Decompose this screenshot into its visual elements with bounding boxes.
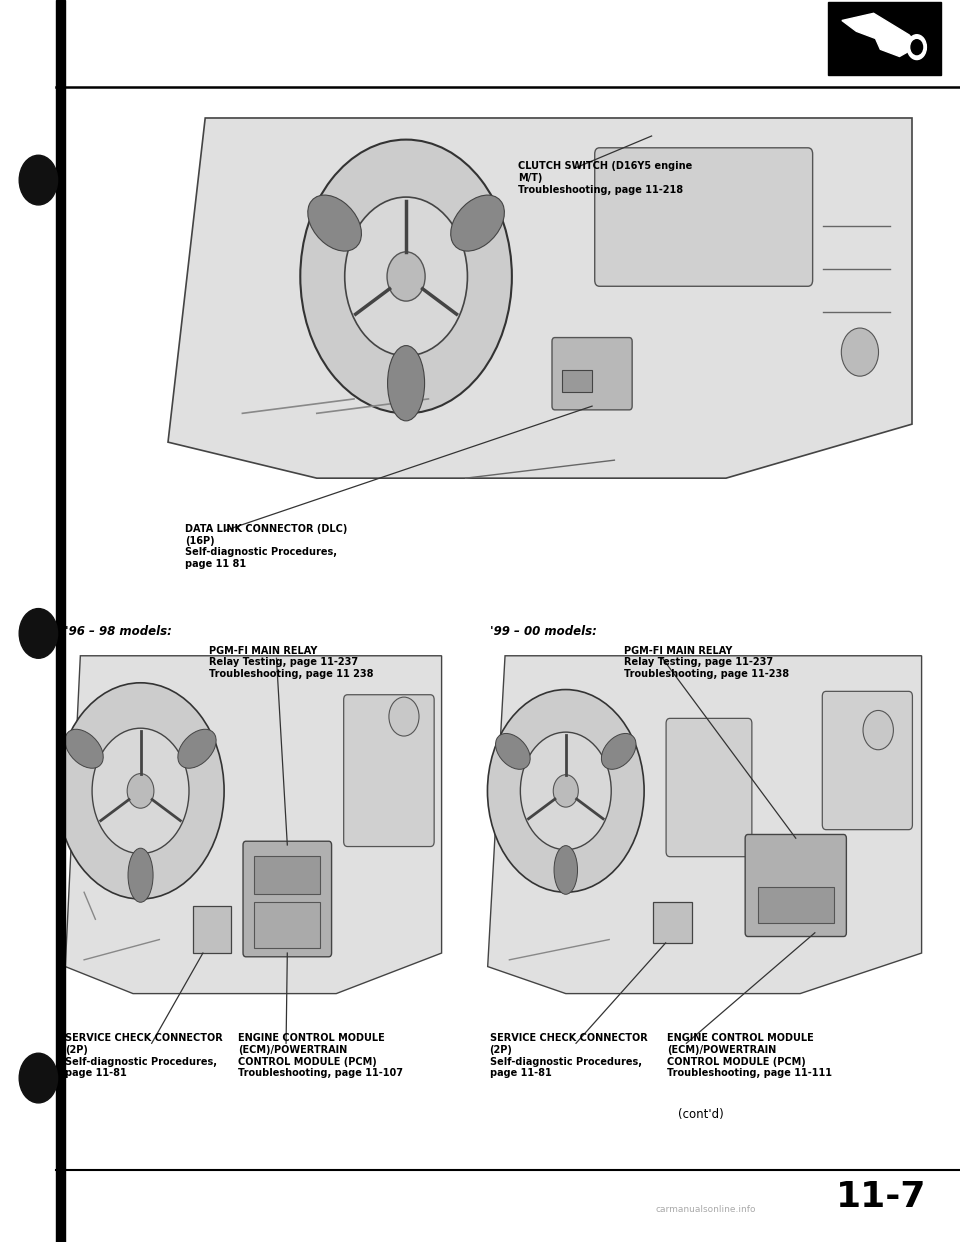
Text: ENGINE CONTROL MODULE
(ECM)/POWERTRAIN
CONTROL MODULE (PCM)
Troubleshooting, pag: ENGINE CONTROL MODULE (ECM)/POWERTRAIN C…	[667, 1033, 832, 1078]
Circle shape	[553, 775, 578, 807]
Circle shape	[127, 774, 154, 809]
FancyBboxPatch shape	[243, 841, 331, 956]
Bar	[254, 902, 321, 948]
Ellipse shape	[554, 846, 578, 894]
Circle shape	[19, 1053, 58, 1103]
Bar	[757, 887, 834, 923]
Circle shape	[387, 252, 425, 301]
Circle shape	[907, 35, 926, 60]
Text: 11-7: 11-7	[836, 1180, 926, 1213]
Bar	[563, 370, 592, 391]
Polygon shape	[65, 656, 442, 994]
Circle shape	[488, 689, 644, 892]
Bar	[56, 0, 65, 1242]
Text: CLUTCH SWITCH (D16Y5 engine
M/T)
Troubleshooting, page 11-218: CLUTCH SWITCH (D16Y5 engine M/T) Trouble…	[518, 161, 693, 195]
Polygon shape	[842, 14, 919, 57]
Circle shape	[19, 155, 58, 205]
Text: PGM-FI MAIN RELAY
Relay Testing, page 11-237
Troubleshooting, page 11-238: PGM-FI MAIN RELAY Relay Testing, page 11…	[624, 646, 789, 679]
Circle shape	[389, 697, 419, 737]
Text: SERVICE CHECK CONNECTOR
(2P)
Self-diagnostic Procedures,
page 11-81: SERVICE CHECK CONNECTOR (2P) Self-diagno…	[65, 1033, 223, 1078]
Text: SERVICE CHECK CONNECTOR
(2P)
Self-diagnostic Procedures,
page 11-81: SERVICE CHECK CONNECTOR (2P) Self-diagno…	[490, 1033, 647, 1078]
Ellipse shape	[128, 848, 153, 902]
Circle shape	[19, 609, 58, 658]
FancyBboxPatch shape	[344, 694, 434, 847]
Text: PGM-FI MAIN RELAY
Relay Testing, page 11-237
Troubleshooting, page 11 238: PGM-FI MAIN RELAY Relay Testing, page 11…	[209, 646, 373, 679]
Circle shape	[300, 139, 512, 414]
FancyBboxPatch shape	[552, 338, 632, 410]
Bar	[653, 903, 691, 943]
FancyBboxPatch shape	[666, 718, 752, 857]
Ellipse shape	[495, 734, 530, 769]
Circle shape	[520, 732, 612, 850]
Circle shape	[57, 683, 224, 899]
FancyBboxPatch shape	[594, 148, 812, 287]
Circle shape	[911, 40, 923, 55]
Ellipse shape	[388, 345, 424, 421]
Text: carmanualsonline.info: carmanualsonline.info	[656, 1205, 756, 1213]
Polygon shape	[488, 656, 922, 994]
Text: ENGINE CONTROL MODULE
(ECM)/POWERTRAIN
CONTROL MODULE (PCM)
Troubleshooting, pag: ENGINE CONTROL MODULE (ECM)/POWERTRAIN C…	[238, 1033, 403, 1078]
Text: '99 – 00 models:: '99 – 00 models:	[490, 625, 596, 637]
Circle shape	[863, 710, 894, 750]
Text: '96 – 98 models:: '96 – 98 models:	[65, 625, 172, 637]
Ellipse shape	[178, 729, 216, 769]
Ellipse shape	[308, 195, 362, 251]
Ellipse shape	[601, 734, 636, 769]
FancyBboxPatch shape	[745, 835, 847, 936]
Ellipse shape	[65, 729, 104, 769]
Text: (cont'd): (cont'd)	[678, 1108, 724, 1120]
FancyBboxPatch shape	[823, 692, 912, 830]
Polygon shape	[168, 118, 912, 478]
Bar	[193, 905, 230, 953]
Text: DATA LINK CONNECTOR (DLC)
(16P)
Self-diagnostic Procedures,
page 11 81: DATA LINK CONNECTOR (DLC) (16P) Self-dia…	[185, 524, 348, 569]
Circle shape	[92, 728, 189, 853]
Bar	[254, 856, 321, 893]
Ellipse shape	[450, 195, 504, 251]
Circle shape	[345, 197, 468, 356]
Circle shape	[841, 328, 878, 376]
Bar	[828, 2, 941, 75]
